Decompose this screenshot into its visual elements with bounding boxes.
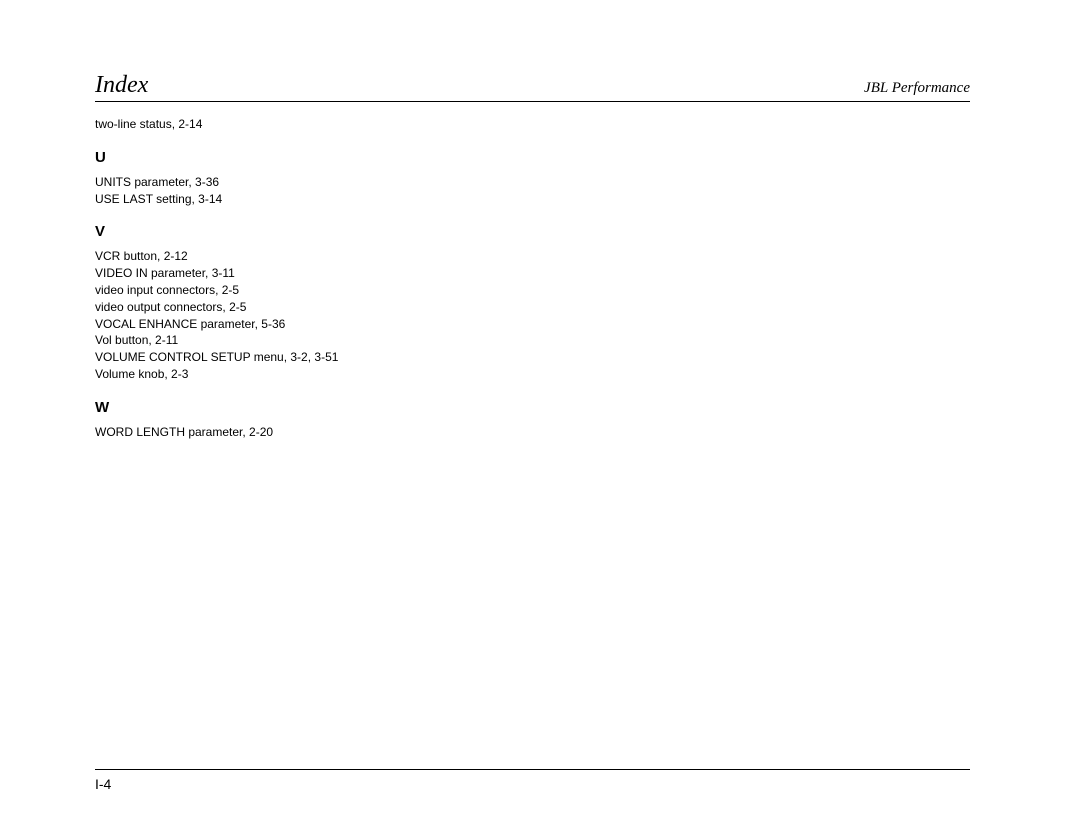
page-header: Index JBL Performance xyxy=(95,72,970,102)
index-entry: WORD LENGTH parameter, 2-20 xyxy=(95,424,970,441)
index-section-letter: W xyxy=(95,399,970,416)
index-entry: video input connectors, 2-5 xyxy=(95,282,970,299)
page-content: Index JBL Performance two-line status, 2… xyxy=(95,72,970,782)
index-entry: VIDEO IN parameter, 3-11 xyxy=(95,265,970,282)
index-section-letter: U xyxy=(95,149,970,166)
index-entry: VCR button, 2-12 xyxy=(95,248,970,265)
header-brand: JBL Performance xyxy=(864,80,970,97)
index-body: two-line status, 2-14 U UNITS parameter, 3… xyxy=(95,116,970,441)
index-entry: two-line status, 2-14 xyxy=(95,116,970,133)
page-footer: I-4 xyxy=(95,769,970,792)
index-entry: VOCAL ENHANCE parameter, 5-36 xyxy=(95,316,970,333)
index-section-letter: V xyxy=(95,223,970,240)
page-number: I-4 xyxy=(95,776,970,792)
header-title: Index xyxy=(95,72,148,99)
index-entry: Volume knob, 2-3 xyxy=(95,366,970,383)
index-entry: Vol button, 2-11 xyxy=(95,332,970,349)
index-entry: video output connectors, 2-5 xyxy=(95,299,970,316)
index-entry: USE LAST setting, 3-14 xyxy=(95,191,970,208)
index-entry: VOLUME CONTROL SETUP menu, 3-2, 3-51 xyxy=(95,349,970,366)
index-entry: UNITS parameter, 3-36 xyxy=(95,174,970,191)
